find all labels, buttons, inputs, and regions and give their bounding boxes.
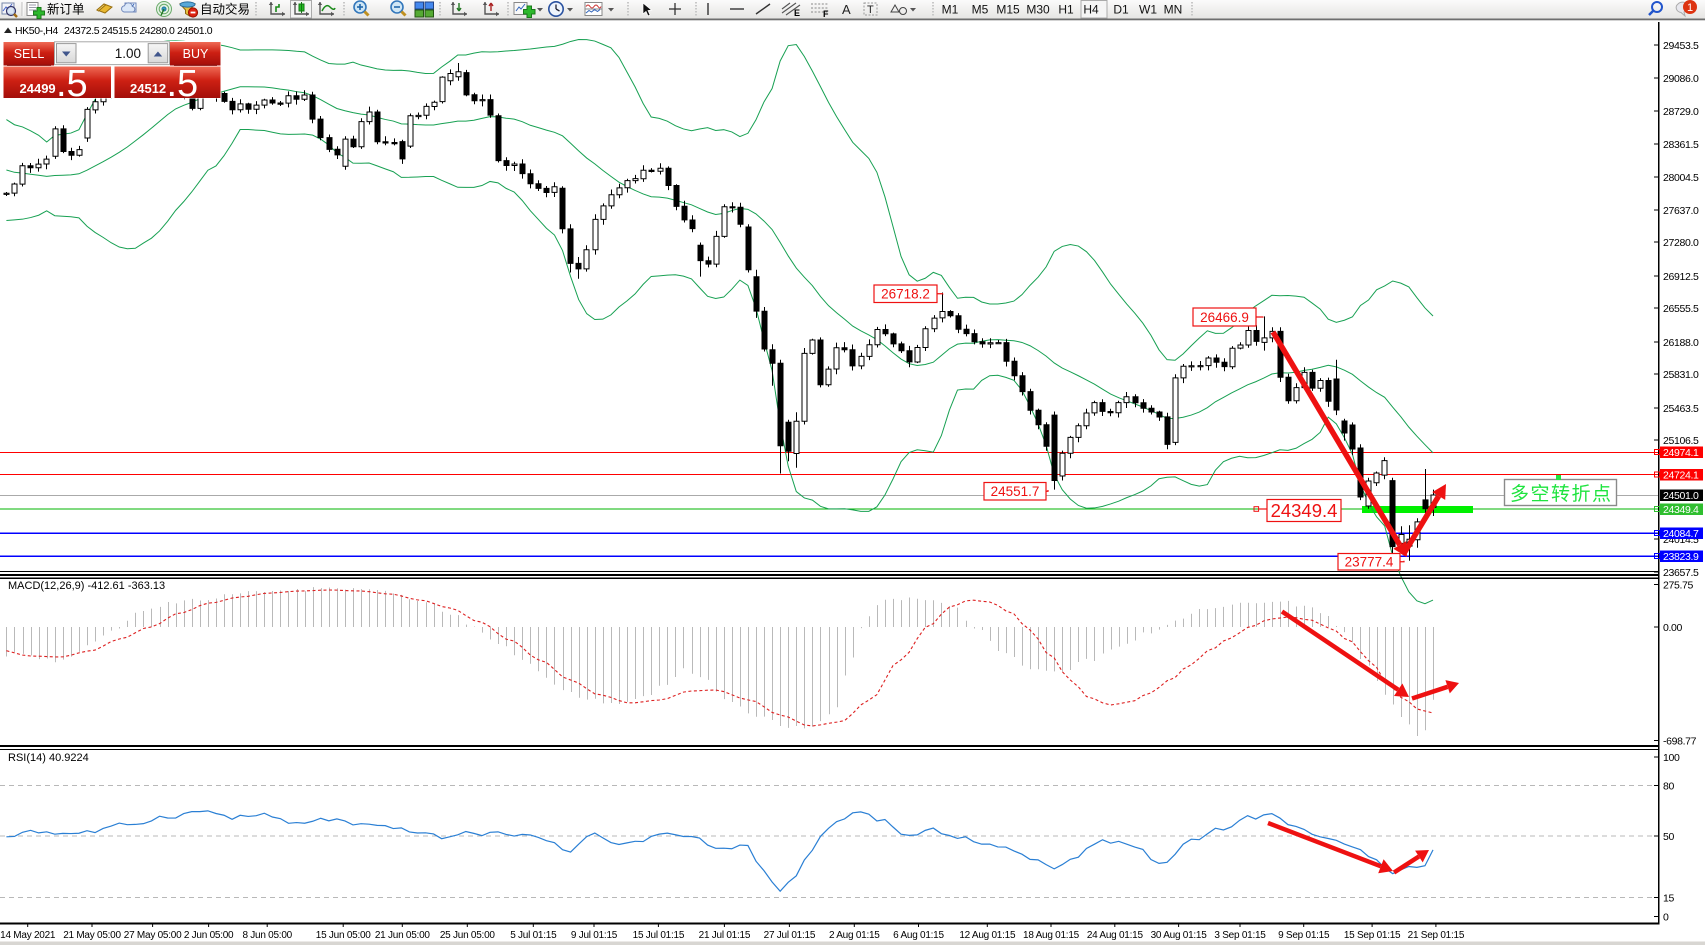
svg-text:27637.0: 27637.0 xyxy=(1663,205,1699,217)
svg-text:2 Jun 05:00: 2 Jun 05:00 xyxy=(184,930,234,941)
svg-text:M15: M15 xyxy=(996,3,1020,17)
svg-text:30 Aug 01:15: 30 Aug 01:15 xyxy=(1151,930,1208,941)
svg-text:24372.5 24515.5 24280.0 24501.: 24372.5 24515.5 24280.0 24501.0 xyxy=(64,25,213,37)
svg-text:24084.7: 24084.7 xyxy=(1663,528,1699,540)
svg-text:MACD(12,26,9) -412.61 -363.13: MACD(12,26,9) -412.61 -363.13 xyxy=(8,580,165,592)
svg-text:28729.0: 28729.0 xyxy=(1663,106,1699,118)
svg-text:24349.4: 24349.4 xyxy=(1663,504,1699,516)
svg-text:24499: 24499 xyxy=(20,81,56,96)
svg-text:M5: M5 xyxy=(972,3,989,17)
svg-text:21 May 05:00: 21 May 05:00 xyxy=(63,930,121,941)
svg-text:27280.0: 27280.0 xyxy=(1663,237,1699,249)
svg-text:28004.5: 28004.5 xyxy=(1663,172,1699,184)
svg-text:SELL: SELL xyxy=(14,47,45,61)
svg-text:21 Sep 01:15: 21 Sep 01:15 xyxy=(1408,930,1465,941)
svg-text:26718.2: 26718.2 xyxy=(881,287,930,302)
svg-text:15 Sep 01:15: 15 Sep 01:15 xyxy=(1344,930,1401,941)
svg-text:26555.5: 26555.5 xyxy=(1663,303,1699,315)
svg-text:27 Jul 01:15: 27 Jul 01:15 xyxy=(764,930,816,941)
svg-text:T: T xyxy=(867,4,874,16)
svg-text:BUY: BUY xyxy=(183,47,209,61)
svg-text:24974.1: 24974.1 xyxy=(1663,447,1699,459)
svg-text:9 Jul 01:15: 9 Jul 01:15 xyxy=(571,930,618,941)
svg-text:21 Jun 05:00: 21 Jun 05:00 xyxy=(375,930,431,941)
svg-text:24 Aug 01:15: 24 Aug 01:15 xyxy=(1087,930,1144,941)
svg-text:1: 1 xyxy=(1687,2,1693,14)
svg-text:2 Aug 01:15: 2 Aug 01:15 xyxy=(829,930,880,941)
svg-text:100: 100 xyxy=(1663,752,1680,764)
svg-text:自动交易: 自动交易 xyxy=(200,2,250,17)
svg-text:14 May 2021: 14 May 2021 xyxy=(0,930,56,941)
svg-text:21 Jul 01:15: 21 Jul 01:15 xyxy=(699,930,751,941)
svg-text:29086.0: 29086.0 xyxy=(1663,73,1699,85)
svg-text:80: 80 xyxy=(1663,781,1674,793)
svg-text:24501.0: 24501.0 xyxy=(1663,490,1699,502)
svg-text:15: 15 xyxy=(1663,893,1674,905)
svg-text:3 Sep 01:15: 3 Sep 01:15 xyxy=(1214,930,1266,941)
svg-text:25106.5: 25106.5 xyxy=(1663,435,1699,447)
svg-text:50: 50 xyxy=(1663,831,1674,843)
svg-text:新订单: 新订单 xyxy=(47,2,85,17)
svg-text:H1: H1 xyxy=(1058,3,1074,17)
svg-text:24512: 24512 xyxy=(130,81,166,96)
svg-text:F: F xyxy=(823,9,829,19)
svg-text:H4: H4 xyxy=(1083,3,1099,17)
svg-text:M1: M1 xyxy=(942,3,959,17)
svg-text:24349.4: 24349.4 xyxy=(1271,500,1338,521)
svg-text:MN: MN xyxy=(1164,3,1183,17)
svg-text:-698.77: -698.77 xyxy=(1663,736,1697,748)
svg-text:18 Aug 01:15: 18 Aug 01:15 xyxy=(1023,930,1080,941)
svg-text:9 Sep 01:15: 9 Sep 01:15 xyxy=(1278,930,1330,941)
svg-text:RSI(14) 40.9224: RSI(14) 40.9224 xyxy=(8,752,89,764)
svg-text:15 Jul 01:15: 15 Jul 01:15 xyxy=(633,930,685,941)
svg-text:A: A xyxy=(842,2,851,17)
svg-text:0: 0 xyxy=(1663,912,1669,924)
svg-text:15 Jun 05:00: 15 Jun 05:00 xyxy=(316,930,372,941)
svg-text:25463.5: 25463.5 xyxy=(1663,403,1699,415)
svg-text:275.75: 275.75 xyxy=(1663,580,1694,592)
svg-text:25 Jun 05:00: 25 Jun 05:00 xyxy=(440,930,496,941)
svg-text:24724.1: 24724.1 xyxy=(1663,470,1699,482)
svg-text:8 Jun 05:00: 8 Jun 05:00 xyxy=(242,930,292,941)
svg-text:6 Aug 01:15: 6 Aug 01:15 xyxy=(893,930,944,941)
svg-text:25831.0: 25831.0 xyxy=(1663,369,1699,381)
svg-text:29453.5: 29453.5 xyxy=(1663,40,1699,52)
svg-text:.5: .5 xyxy=(167,63,199,105)
svg-text:26912.5: 26912.5 xyxy=(1663,271,1699,283)
svg-text:5 Jul 01:15: 5 Jul 01:15 xyxy=(510,930,557,941)
svg-text:26188.0: 26188.0 xyxy=(1663,337,1699,349)
svg-text:27 May 05:00: 27 May 05:00 xyxy=(124,930,182,941)
svg-text:28361.5: 28361.5 xyxy=(1663,139,1699,151)
svg-text:E: E xyxy=(794,8,800,18)
svg-text:1.00: 1.00 xyxy=(115,46,141,61)
svg-text:W1: W1 xyxy=(1139,3,1157,17)
svg-text:多空转折点: 多空转折点 xyxy=(1510,483,1611,505)
svg-text:0.00: 0.00 xyxy=(1663,622,1683,634)
svg-text:HK50-,H4: HK50-,H4 xyxy=(15,25,58,37)
svg-text:23777.4: 23777.4 xyxy=(1345,555,1394,570)
svg-text:12 Aug 01:15: 12 Aug 01:15 xyxy=(959,930,1016,941)
svg-text:.5: .5 xyxy=(56,63,88,105)
svg-text:26466.9: 26466.9 xyxy=(1200,310,1249,325)
svg-text:M30: M30 xyxy=(1026,3,1050,17)
svg-text:24551.7: 24551.7 xyxy=(991,484,1040,499)
svg-text:23657.5: 23657.5 xyxy=(1663,567,1699,579)
svg-text:D1: D1 xyxy=(1113,3,1129,17)
svg-text:23823.9: 23823.9 xyxy=(1663,551,1699,563)
